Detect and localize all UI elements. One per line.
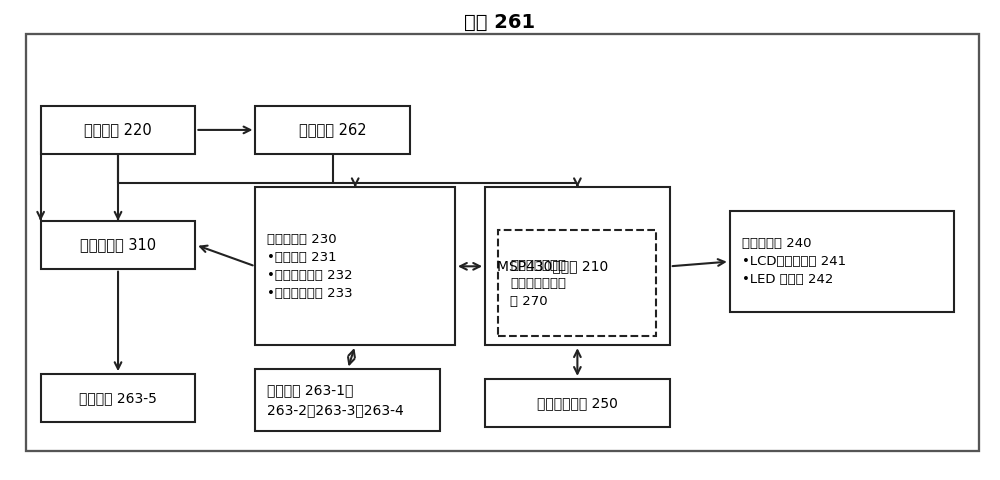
Bar xyxy=(255,369,440,432)
Text: 电机驱动器 310: 电机驱动器 310 xyxy=(80,237,156,252)
Bar xyxy=(730,211,954,312)
Bar xyxy=(498,230,656,336)
Bar xyxy=(41,374,195,422)
Text: 人机操作界面 250: 人机操作界面 250 xyxy=(537,396,618,410)
Bar xyxy=(485,379,670,427)
Bar xyxy=(255,187,455,345)
Text: 集成电路板 230
•压降电路 231
•信号调理电路 232
•补种驱动电路 233: 集成电路板 230 •压降电路 231 •信号调理电路 232 •补种驱动电路 … xyxy=(267,233,353,300)
Text: 航空插头 263-5: 航空插头 263-5 xyxy=(79,391,157,405)
Text: MSP430单片机 210: MSP430单片机 210 xyxy=(497,259,608,273)
Bar xyxy=(41,221,195,269)
Bar xyxy=(41,106,195,154)
Text: 箱体 261: 箱体 261 xyxy=(464,13,536,32)
Bar xyxy=(255,106,410,154)
Text: 直流电池 220: 直流电池 220 xyxy=(84,122,152,137)
Text: 航空插头 263-1、
263-2、263-3、263-4: 航空插头 263-1、 263-2、263-3、263-4 xyxy=(267,384,404,417)
Text: 基于时变的滑动
窗口漏播检测方
法 270: 基于时变的滑动 窗口漏播检测方 法 270 xyxy=(510,259,566,308)
Text: 电源开关 262: 电源开关 262 xyxy=(299,122,367,137)
Text: 显示报警器 240
•LCD液晶显示屏 241
•LED 指示灯 242: 显示报警器 240 •LCD液晶显示屏 241 •LED 指示灯 242 xyxy=(742,237,846,286)
Bar xyxy=(26,34,979,451)
Bar xyxy=(485,187,670,345)
